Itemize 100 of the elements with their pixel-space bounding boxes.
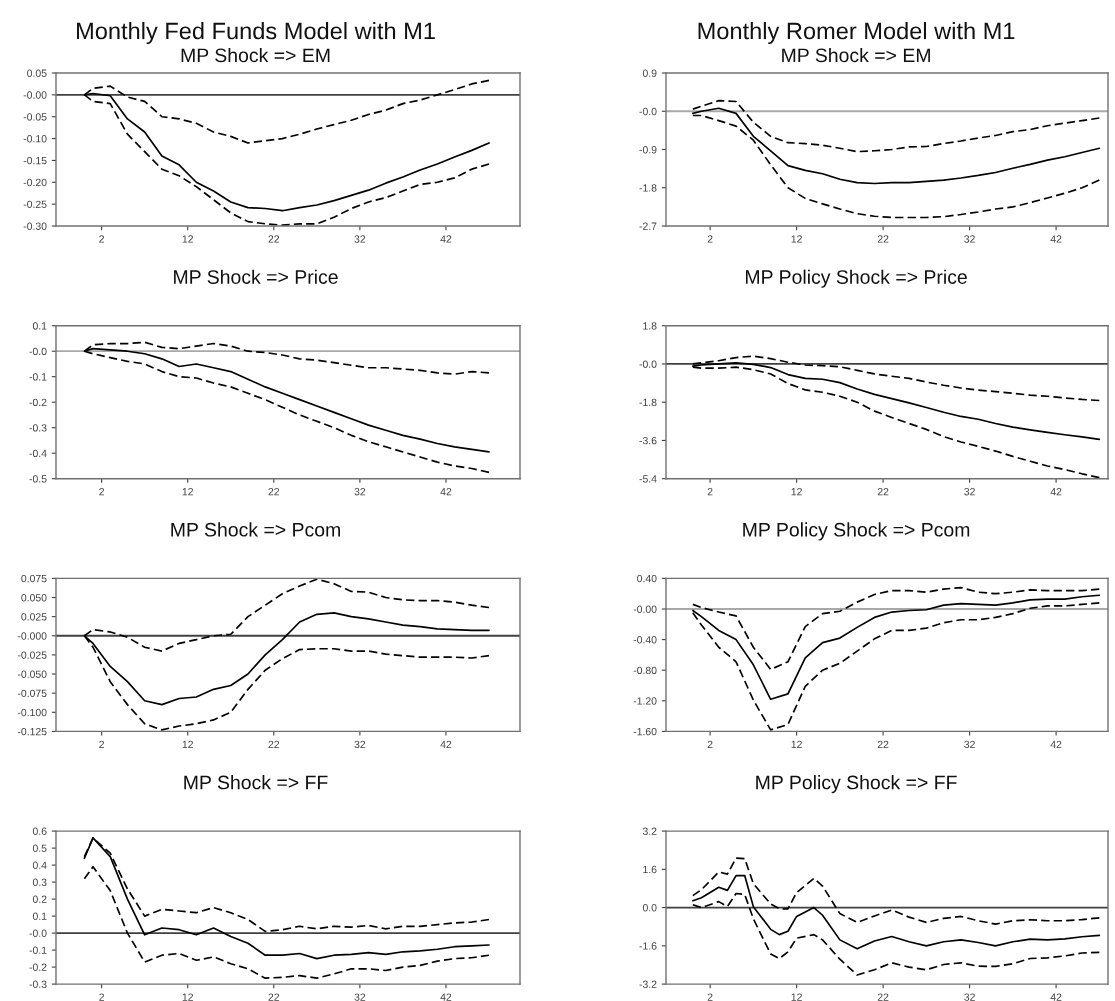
y-tick-label: 0.2 [32,895,47,903]
y-tick-label: -0.20 [23,178,47,187]
y-tick-label: 0.0 [642,904,657,912]
y-tick-label: -5.4 [639,475,657,483]
y-tick-label: -1.6 [639,942,657,950]
x-tick-label: 32 [354,993,366,1001]
y-tick-label: -1.20 [633,697,657,705]
x-tick-label: 12 [182,993,193,1001]
y-tick-label: -0.05 [23,113,47,121]
y-tick-label: -0.050 [17,670,47,678]
y-tick-label: -1.8 [639,398,657,407]
y-tick-label: 0.5 [32,844,47,852]
x-tick-label: 32 [964,235,975,243]
x-tick-label: 22 [268,993,280,1001]
x-tick-label: 32 [964,740,975,749]
y-tick-label: -0.0 [29,929,47,937]
chart-title: Monthly Fed Funds Model with M1 [77,22,435,45]
line-series [691,892,1101,976]
y-tick-label: 0.40 [637,574,657,583]
x-tick-label: 2 [99,235,104,243]
x-tick-label: 42 [440,993,452,1001]
y-tick-label: 0.05 [27,69,47,77]
x-tick-label: 42 [1050,235,1062,243]
y-tick-label: 0.4 [32,861,47,869]
y-tick-label: 0.3 [32,878,47,886]
x-tick-label: 42 [1050,488,1062,496]
y-tick-label: -3.2 [639,980,657,988]
x-tick-label: 22 [877,993,889,1001]
x-tick-label: 22 [268,488,280,496]
chart-title: MP Shock => Price [174,269,338,284]
y-tick-label: -0.00 [633,605,657,613]
line-series [691,586,1101,671]
x-tick-label: 22 [268,740,280,748]
x-tick-label: 22 [268,235,280,243]
y-tick-label: 0.6 [32,827,47,835]
x-tick-label: 22 [877,740,889,748]
x-tick-label: 2 [707,740,713,748]
x-tick-label: 12 [791,488,802,496]
y-tick-label: -0.075 [17,689,47,698]
x-tick-label: 32 [354,488,366,496]
x-tick-label: 2 [99,488,104,496]
y-tick-label: -0.0 [639,360,657,368]
y-tick-label: -0.025 [17,651,47,659]
y-tick-label: -0.100 [17,708,47,717]
y-tick-label: -0.0 [639,107,657,116]
x-tick-label: 32 [964,488,975,496]
x-tick-label: 32 [964,993,975,1001]
y-tick-label: -0.000 [17,632,47,640]
y-tick-label: -0.40 [633,636,657,644]
x-tick-label: 32 [354,740,366,749]
chart-title: MP Shock => Pcom [171,522,340,537]
chart-title: MP Policy Shock => Pcom [743,522,970,541]
y-tick-label: -0.125 [17,727,47,736]
chart-subtitle: MP Shock => EM [181,47,330,63]
y-tick-label: 0.9 [642,69,657,77]
y-tick-label: -0.10 [23,135,47,143]
x-tick-label: 12 [791,993,802,1001]
x-tick-label: 2 [707,235,713,243]
x-tick-label: 12 [791,235,802,243]
chart-title: MP Shock => FF [184,775,328,790]
y-tick-label: 0.050 [21,594,47,602]
chart-title: MP Policy Shock => Price [745,269,967,288]
chart-title: Monthly Romer Model with M1 [698,22,1015,45]
y-tick-label: -0.9 [639,146,657,154]
line-series [691,99,1101,153]
y-tick-label: -0.25 [23,200,47,209]
x-tick-label: 32 [354,235,366,243]
y-tick-label: -0.5 [29,475,47,483]
y-tick-label: 1.6 [643,865,657,874]
y-tick-label: -1.60 [633,727,657,736]
y-tick-label: 3.2 [642,827,657,835]
y-tick-label: 0.1 [32,912,47,920]
y-tick-label: -0.80 [633,666,657,675]
x-tick-label: 22 [877,488,889,496]
y-tick-label: -0.3 [29,980,47,988]
line-series [691,857,1101,925]
x-tick-label: 12 [182,740,193,748]
y-tick-label: -0.3 [29,424,47,432]
x-tick-label: 42 [440,488,452,496]
x-tick-label: 2 [99,740,104,748]
y-tick-label: 0.025 [21,613,47,621]
x-tick-label: 42 [440,235,452,243]
y-tick-label: -0.2 [29,963,47,971]
y-tick-label: -0.1 [29,373,47,381]
y-tick-label: -3.6 [639,436,657,445]
y-tick-label: -0.4 [29,449,47,458]
x-tick-label: 2 [99,993,104,1001]
y-tick-label: -0.30 [23,222,47,230]
x-tick-label: 22 [877,235,889,243]
x-tick-label: 42 [1050,993,1062,1001]
y-tick-label: -0.00 [23,91,47,99]
line-series [83,865,490,979]
y-tick-label: 1.8 [643,322,657,330]
y-tick-label: -0.15 [23,156,47,165]
y-tick-label: 0.075 [21,574,47,583]
x-tick-label: 42 [1050,740,1062,748]
x-tick-label: 12 [182,488,193,496]
y-tick-label: 0.1 [32,322,47,330]
chart-title: MP Policy Shock => FF [756,775,957,794]
chart-subtitle: MP Shock => EM [782,47,930,63]
